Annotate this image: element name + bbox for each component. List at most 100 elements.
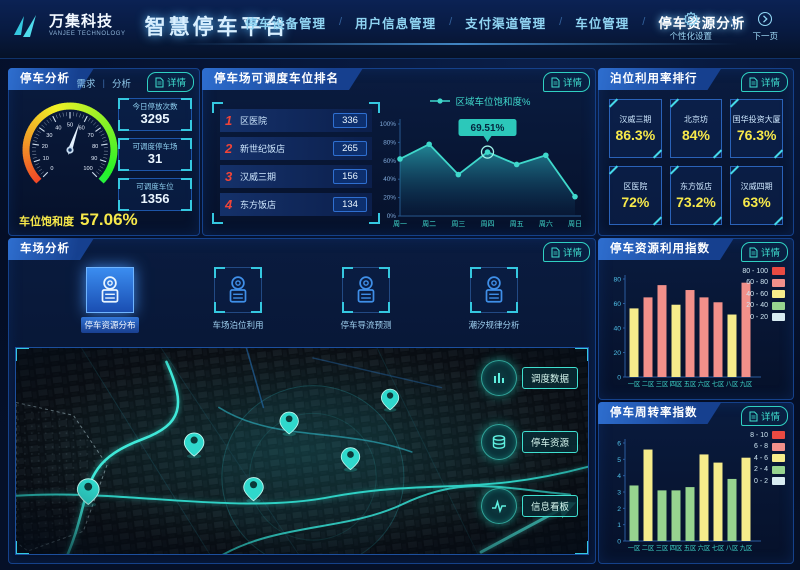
- nav-item-device[interactable]: 停车设备管理: [245, 16, 327, 31]
- map-button-info-board[interactable]: 信息看板: [480, 488, 578, 524]
- ranking-list: 1 区医院 336 2 新世纪饭店 265 3 汉威三期 156 4 东方饭店 …: [212, 102, 380, 224]
- detail-button[interactable]: 详情: [740, 406, 788, 426]
- svg-text:周六: 周六: [539, 219, 553, 228]
- detail-button[interactable]: 详情: [542, 72, 590, 92]
- svg-text:20%: 20%: [383, 195, 396, 202]
- nav-separator: /: [559, 16, 563, 28]
- legend-item: 4 - 6: [750, 454, 785, 462]
- svg-text:七区: 七区: [712, 379, 725, 388]
- svg-text:100: 100: [83, 166, 92, 172]
- gear-icon: [682, 11, 699, 27]
- svg-text:60: 60: [613, 301, 621, 308]
- legend-item: 60 - 80: [742, 278, 785, 287]
- svg-text:四区: 四区: [670, 544, 683, 552]
- map-button-dispatch-data[interactable]: 调度数据: [480, 360, 578, 396]
- parking-analysis-panel: 停车分析 需求 | 分析 详情 0 10 20 30 40 50 60 70 80 90 100 今…: [8, 68, 200, 236]
- rate-card[interactable]: 东方饭店 73.2%: [669, 166, 723, 225]
- settings-button[interactable]: 个性化设置: [660, 9, 723, 44]
- document-icon: [749, 247, 758, 257]
- svg-text:60%: 60%: [383, 158, 396, 165]
- svg-text:0: 0: [617, 375, 621, 382]
- tab-berth-utilization[interactable]: 车场泊位利用: [199, 267, 277, 345]
- tab-resource-distribution[interactable]: 停车资源分布: [71, 267, 149, 345]
- legend-item: 20 - 40: [742, 301, 785, 310]
- rate-card[interactable]: 汉威三期 86.3%: [609, 99, 662, 158]
- link-divider: |: [102, 77, 105, 89]
- legend-item: 8 - 10: [750, 431, 785, 439]
- list-item[interactable]: 4 东方饭店 134: [220, 193, 372, 216]
- svg-text:40%: 40%: [383, 176, 396, 183]
- rate-card[interactable]: 区医院 72%: [609, 166, 662, 225]
- svg-text:0%: 0%: [387, 213, 397, 220]
- detail-button[interactable]: 详情: [740, 72, 788, 92]
- svg-text:90: 90: [91, 156, 97, 162]
- dispatch-ranking-panel: 停车场可调度车位排名 详情 1 区医院 336 2 新世纪饭店 265 3: [202, 68, 596, 236]
- svg-text:八区: 八区: [726, 544, 739, 552]
- svg-text:6: 6: [617, 441, 621, 448]
- panel-title: 泊位利用率排行: [598, 68, 722, 90]
- nav-item-payment[interactable]: 支付渠道管理: [465, 16, 547, 31]
- svg-text:70: 70: [88, 133, 94, 139]
- svg-text:二区: 二区: [642, 544, 655, 552]
- bar-chart-icon: [480, 360, 517, 396]
- svg-text:三区: 三区: [656, 544, 669, 552]
- document-icon: [749, 411, 758, 421]
- nav-item-analysis[interactable]: 停车资源分析: [658, 16, 746, 31]
- tab-flow-prediction[interactable]: 停车导流预测: [327, 267, 405, 345]
- logo-cn: 万集科技: [49, 13, 114, 31]
- legend-item: 6 - 8: [750, 442, 785, 451]
- list-item[interactable]: 3 汉威三期 156: [220, 165, 372, 188]
- svg-text:50: 50: [67, 123, 73, 129]
- map-button-parking-resources[interactable]: 停车资源: [480, 424, 578, 460]
- svg-text:4: 4: [617, 473, 621, 480]
- analysis-link[interactable]: 分析: [111, 79, 131, 90]
- demand-link[interactable]: 需求: [76, 79, 96, 90]
- nav-item-space[interactable]: 车位管理: [575, 16, 630, 31]
- svg-text:20: 20: [613, 350, 621, 357]
- rate-card[interactable]: 北京坊 84%: [669, 99, 723, 158]
- svg-text:80: 80: [613, 277, 621, 284]
- stat-dispatchable-lots: 可调度停车场 31: [118, 137, 192, 171]
- list-item[interactable]: 2 新世纪饭店 265: [220, 137, 372, 160]
- svg-text:1: 1: [617, 522, 621, 529]
- city-map[interactable]: 调度数据 停车资源: [15, 347, 589, 555]
- berth-ranking-panel: 泊位利用率排行 详情 汉威三期 86.3% 北京坊 84% 国华投资大厦 76.…: [598, 68, 794, 236]
- detail-button[interactable]: 详情: [740, 242, 788, 262]
- svg-text:周日: 周日: [568, 220, 582, 228]
- svg-text:0: 0: [50, 166, 53, 172]
- detail-button[interactable]: 详情: [146, 72, 194, 92]
- resource-index-panel: 停车资源利用指数 详情 80 - 100 60 - 80 40 - 60 20 - 4…: [598, 238, 794, 400]
- detail-button[interactable]: 详情: [542, 242, 590, 262]
- panel-title: 停车分析: [8, 68, 94, 90]
- document-icon: [749, 77, 758, 87]
- svg-text:3: 3: [617, 490, 621, 497]
- tab-tidal-analysis[interactable]: 潮汐规律分析: [455, 267, 533, 345]
- svg-text:五区: 五区: [684, 544, 697, 552]
- next-page-button[interactable]: 下一页: [742, 9, 788, 44]
- nav-item-user[interactable]: 用户信息管理: [355, 16, 437, 31]
- list-item[interactable]: 1 区医院 336: [220, 109, 372, 132]
- page-title: 智慧停车平台: [144, 16, 289, 39]
- parking-meter-icon: [485, 276, 503, 303]
- rate-card[interactable]: 汉威四期 63%: [730, 166, 783, 225]
- lot-analysis-panel: 车场分析 详情 停车资源分布: [8, 238, 596, 564]
- rate-card[interactable]: 国华投资大厦 76.3%: [730, 99, 783, 158]
- svg-text:一区: 一区: [628, 544, 641, 552]
- turnover-index-panel: 停车周转率指数 详情 8 - 10 6 - 8 4 - 6 2 - 4 0 - 2 0 1…: [598, 402, 794, 564]
- legend-item: 80 - 100: [742, 267, 785, 275]
- svg-text:一区: 一区: [628, 380, 641, 388]
- svg-text:四区: 四区: [670, 380, 683, 388]
- svg-text:六区: 六区: [698, 379, 711, 388]
- panel-title: 车场分析: [8, 238, 94, 260]
- turnover-index-chart: 0 1 2 3 4 5 6 一区 二区 三区 四区 五区 六区 七区 八区 九区: [617, 439, 761, 552]
- svg-text:69.51%: 69.51%: [471, 123, 505, 134]
- logo-icon: [14, 15, 36, 37]
- svg-text:30: 30: [46, 133, 52, 139]
- svg-text:二区: 二区: [642, 380, 655, 388]
- svg-text:2: 2: [617, 506, 621, 513]
- svg-text:20: 20: [42, 144, 48, 150]
- svg-text:八区: 八区: [726, 380, 739, 388]
- document-icon: [551, 77, 560, 87]
- next-arrow-icon: [758, 11, 773, 27]
- nav-separator: /: [339, 16, 343, 28]
